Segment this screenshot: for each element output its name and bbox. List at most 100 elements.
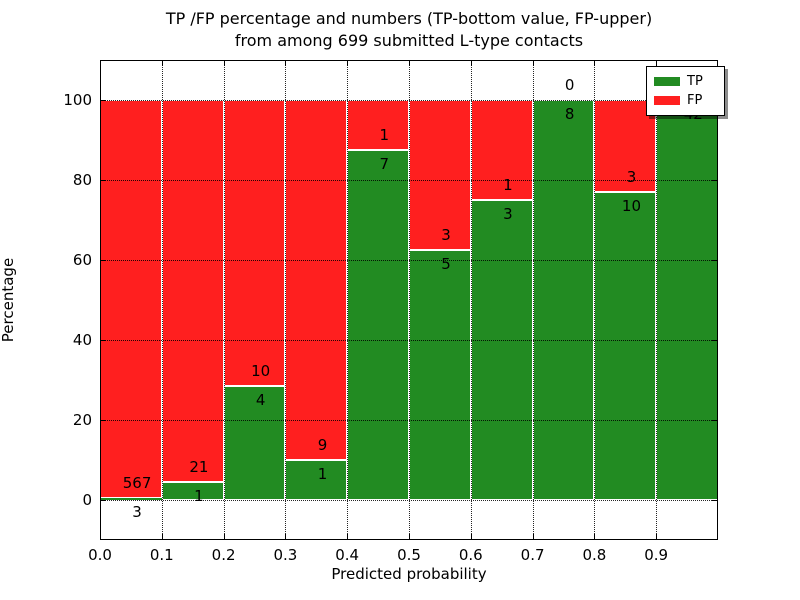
y-tick xyxy=(712,340,717,341)
legend-swatch-tp-icon xyxy=(654,77,680,86)
y-tick xyxy=(101,420,106,421)
legend-entry-tp: TP xyxy=(654,72,724,91)
tp-count-label: 7 xyxy=(379,155,390,173)
tp-count-label: 10 xyxy=(621,197,642,216)
fp-count-label: 9 xyxy=(317,436,328,454)
y-tick-label: 0 xyxy=(82,491,92,509)
tp-bar-segment xyxy=(347,150,409,500)
tp-bar-segment xyxy=(100,497,162,500)
v-gridline xyxy=(347,60,349,540)
x-tick xyxy=(532,61,534,66)
v-gridline xyxy=(223,60,225,540)
x-tick-label: 0.3 xyxy=(273,546,298,564)
v-gridline xyxy=(656,60,658,540)
tp-bar-segment xyxy=(656,100,718,500)
y-tick xyxy=(712,260,717,261)
x-tick-label: 0.0 xyxy=(88,546,112,564)
tp-count-label: 1 xyxy=(317,465,328,483)
tp-count-label: 1 xyxy=(194,486,204,505)
y-tick xyxy=(101,340,106,341)
tp-bar-segment xyxy=(594,192,657,500)
x-tick xyxy=(409,534,410,539)
fp-bar-segment xyxy=(223,100,286,386)
tp-bar-segment xyxy=(285,460,348,500)
y-tick-label: 60 xyxy=(72,251,92,269)
x-tick-label: 0.9 xyxy=(644,546,669,564)
fp-bar-segment xyxy=(409,100,471,250)
legend: TP FP xyxy=(646,66,725,116)
legend-swatch-fp-icon xyxy=(654,96,680,105)
x-tick xyxy=(532,534,534,539)
figure-title-line2: from among 699 submitted L-type contacts xyxy=(234,31,584,50)
fp-bar-segment xyxy=(100,100,162,498)
legend-label-tp: TP xyxy=(687,74,703,89)
v-gridline xyxy=(285,60,287,540)
v-gridline xyxy=(409,60,410,540)
x-tick xyxy=(656,61,658,66)
figure-title-line1: TP /FP percentage and numbers (TP-bottom… xyxy=(165,9,653,28)
x-tick xyxy=(347,61,349,66)
x-tick xyxy=(594,534,596,539)
x-axis-label: Predicted probability xyxy=(331,565,487,583)
x-tick-label: 0.1 xyxy=(149,546,174,564)
fp-count-label: 3 xyxy=(441,226,451,244)
x-tick xyxy=(470,534,472,539)
fp-count-label: 1 xyxy=(503,176,513,194)
legend-label-fp: FP xyxy=(687,93,703,108)
x-tick xyxy=(161,534,163,539)
y-tick xyxy=(712,180,717,181)
tp-bar-segment xyxy=(161,481,224,500)
x-tick xyxy=(594,61,596,66)
y-tick xyxy=(101,180,106,181)
fp-count-label: 0 xyxy=(564,76,575,94)
y-axis-label: Percentage xyxy=(0,257,17,343)
tp-count-label: 3 xyxy=(132,502,142,521)
tp-bar-segment xyxy=(223,385,286,500)
fp-count-label: 10 xyxy=(251,361,271,380)
x-tick xyxy=(347,534,349,539)
legend-entry-fp: FP xyxy=(654,91,724,110)
v-gridline xyxy=(470,60,472,540)
x-tick xyxy=(470,61,472,66)
x-tick xyxy=(161,61,163,66)
tp-bar-segment xyxy=(470,200,533,500)
v-gridline xyxy=(161,60,163,540)
x-tick xyxy=(223,61,225,66)
x-tick xyxy=(223,534,225,539)
y-tick xyxy=(101,100,106,101)
x-tick-label: 0.4 xyxy=(335,546,360,564)
x-tick-label: 0.8 xyxy=(582,546,607,564)
y-tick xyxy=(101,500,106,501)
tp-bar-segment xyxy=(409,250,471,500)
tp-count-label: 5 xyxy=(441,255,451,273)
fp-count-label: 567 xyxy=(122,473,152,492)
x-tick-label: 0.5 xyxy=(397,546,421,564)
x-tick xyxy=(285,534,287,539)
y-tick xyxy=(101,260,106,261)
fp-bar-segment xyxy=(470,100,533,200)
y-tick-label: 100 xyxy=(63,91,92,109)
x-tick xyxy=(656,534,658,539)
fp-bar-segment xyxy=(161,100,224,482)
x-tick-label: 0.6 xyxy=(458,546,483,564)
fp-count-label: 1 xyxy=(379,126,390,144)
v-gridline xyxy=(594,60,596,540)
fp-count-label: 3 xyxy=(626,168,637,187)
y-tick xyxy=(712,420,717,421)
x-tick-label: 0.7 xyxy=(520,546,545,564)
y-tick-label: 20 xyxy=(72,411,92,429)
fp-bar-segment xyxy=(285,100,348,460)
y-tick xyxy=(712,500,717,501)
fp-count-label: 21 xyxy=(189,457,209,476)
y-tick-label: 40 xyxy=(72,331,92,349)
x-tick-label: 0.2 xyxy=(211,546,236,564)
tp-count-label: 4 xyxy=(255,390,266,409)
fp-bar-segment xyxy=(347,100,409,150)
y-tick-label: 80 xyxy=(72,171,92,189)
tp-bar-segment xyxy=(532,100,595,500)
tp-count-label: 8 xyxy=(564,105,575,123)
x-tick xyxy=(409,61,410,66)
x-tick xyxy=(285,61,287,66)
tp-count-label: 3 xyxy=(503,205,513,223)
